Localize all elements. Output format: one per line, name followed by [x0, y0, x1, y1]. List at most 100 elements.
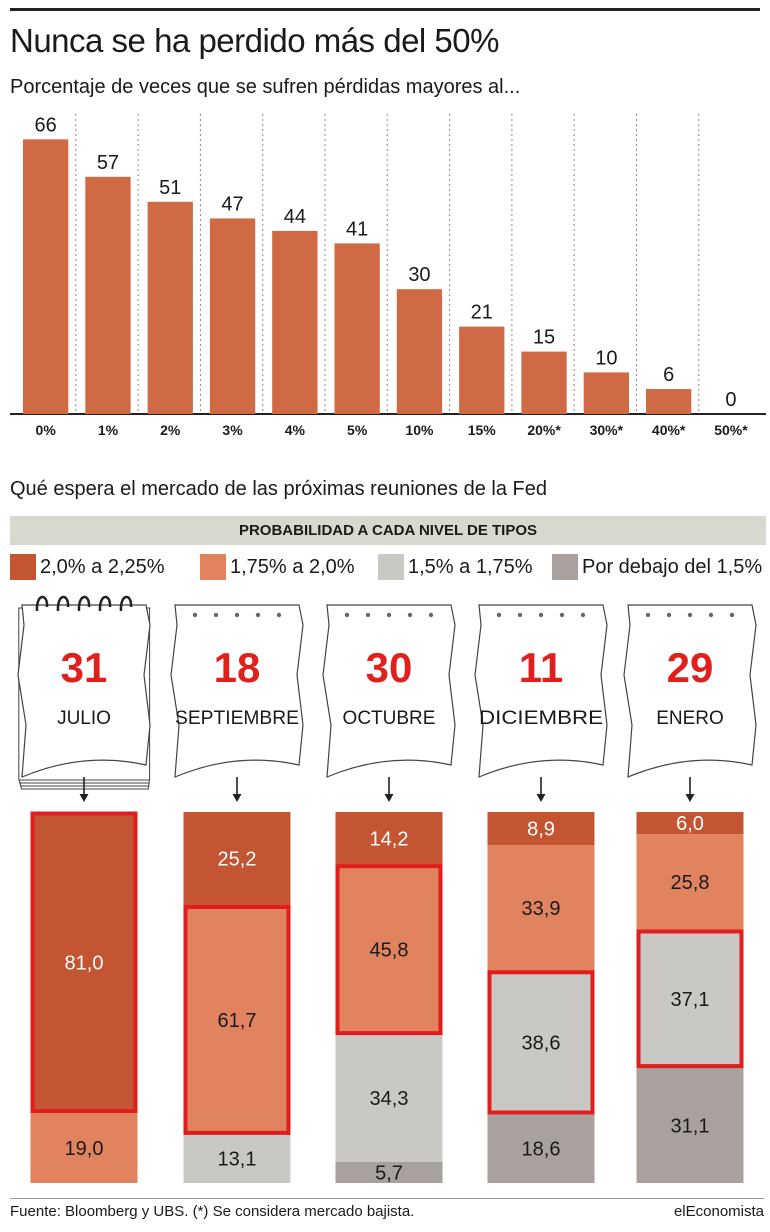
segment-label: 19,0: [65, 1138, 104, 1160]
binding-hole: [428, 612, 434, 618]
data-label: 57: [97, 152, 119, 174]
bar-segment: [30, 1112, 138, 1183]
segment-label: 25,2: [218, 849, 257, 871]
binding-hole: [192, 612, 198, 618]
calendar-month: ENERO: [656, 708, 724, 729]
highlight-frame: [487, 970, 595, 1115]
calendar-sheet: [170, 604, 304, 778]
bar-segment: [30, 812, 138, 1113]
calendar-day: 30: [366, 644, 413, 691]
legend-item-below-1-5: Por debajo del 1,5%: [552, 554, 762, 580]
arrow-head: [384, 794, 394, 802]
bar-segment: [487, 845, 595, 971]
binding-hole: [496, 612, 502, 618]
bar-segment: [183, 905, 291, 1135]
fed-meetings-chart: 31 JULIO 81,0 19,0 18 SEPTIEMBRE 25,2 61,7 13,1 3…: [17, 595, 757, 1184]
legend-swatch: [552, 554, 578, 580]
legend-swatch: [200, 554, 226, 580]
calendar-month: JULIO: [57, 708, 111, 729]
calendar-sheet: [474, 604, 608, 778]
calendar-page: 29 ENERO: [623, 604, 757, 778]
segment-label: 34,3: [370, 1088, 409, 1110]
arrow-head: [685, 794, 695, 802]
data-label: 15: [533, 327, 555, 349]
tick-label: 4%: [285, 422, 306, 438]
segment-label: 81,0: [65, 952, 104, 974]
source-note: Fuente: Bloomberg y UBS. (*) Se consider…: [10, 1203, 415, 1220]
data-label: 44: [284, 206, 306, 228]
binding-hole: [687, 612, 693, 618]
bar: [85, 176, 131, 414]
data-label: 47: [221, 193, 243, 215]
binding-hole: [538, 612, 544, 618]
legend: 2,0% a 2,25% 1,75% a 2,0% 1,5% a 1,75% P…: [10, 554, 770, 586]
data-label: 6: [663, 364, 674, 386]
binding-hole: [645, 612, 651, 618]
binding-hole: [708, 612, 714, 618]
tick-label: 15%: [468, 422, 497, 438]
tick-label: 5%: [347, 422, 368, 438]
binding-hole: [234, 612, 240, 618]
calendar-sheet: [322, 604, 456, 778]
segment-label: 8,9: [527, 819, 555, 841]
page-title: Nunca se ha perdido más del 50%: [10, 22, 499, 59]
calendar-day: 18: [214, 644, 261, 691]
bar-segment: [183, 1134, 291, 1183]
highlight-frame: [636, 929, 744, 1069]
losses-bar-chart: 66 0% 57 1% 51 2% 47 3% 44 4% 41 5% 30 10% 21 15% 15 20%*…: [10, 114, 766, 438]
calendar-day: 31: [61, 644, 108, 691]
bar-segment: [183, 812, 291, 906]
legend-label: 1,5% a 1,75%: [408, 555, 533, 578]
binding-hole: [276, 612, 282, 618]
calendar-day: 11: [519, 644, 563, 691]
data-label: 10: [595, 347, 617, 369]
arrow-head: [232, 794, 242, 802]
bar-segment: [335, 1034, 443, 1162]
tick-label: 10%: [405, 422, 434, 438]
calendar-page: 11 DICIEMBRE: [474, 604, 608, 778]
binding-hole: [255, 612, 261, 618]
top-rule: [10, 8, 760, 11]
bar: [23, 139, 69, 414]
bar-segment: [487, 970, 595, 1114]
data-label: 30: [408, 264, 430, 286]
bar: [209, 218, 256, 414]
spiral-ring: [119, 595, 133, 612]
bar-segment: [487, 1113, 595, 1183]
bar: [583, 372, 629, 414]
segment-label: 37,1: [671, 989, 710, 1011]
bar-segment: [636, 834, 744, 930]
legend-label: 2,0% a 2,25%: [40, 555, 165, 578]
bar-segment: [636, 929, 744, 1068]
bar: [272, 230, 318, 414]
bar-segment: [335, 864, 443, 1035]
highlight-frame: [30, 811, 138, 1114]
legend-item-2-0-2-25: 2,0% a 2,25%: [10, 554, 165, 580]
calendar-month: DICIEMBRE: [479, 708, 603, 729]
calendar-sheet: [623, 604, 757, 778]
segment-label: 38,6: [522, 1032, 561, 1054]
spiral-ring: [56, 595, 70, 612]
segment-label: 61,7: [218, 1010, 257, 1032]
footer-rule: [10, 1198, 764, 1199]
data-label: 51: [159, 177, 181, 199]
bar: [396, 289, 443, 414]
data-label: 0: [725, 389, 736, 411]
data-label: 41: [346, 218, 368, 240]
binding-hole: [729, 612, 735, 618]
binding-hole: [344, 612, 350, 618]
binding-hole: [580, 612, 586, 618]
tick-label: 40%*: [652, 422, 686, 438]
bar-segment: [487, 812, 595, 846]
legend-label: 1,75% a 2,0%: [230, 555, 355, 578]
segment-label: 33,9: [522, 898, 561, 920]
tick-label: 2%: [160, 422, 181, 438]
binding-hole: [517, 612, 523, 618]
binding-hole: [386, 612, 392, 618]
segment-label: 45,8: [370, 940, 409, 962]
tick-label: 50%*: [714, 422, 748, 438]
highlight-frame: [183, 904, 291, 1135]
bar-segment: [636, 1067, 744, 1183]
bar: [646, 389, 692, 414]
segment-label: 31,1: [671, 1115, 710, 1137]
